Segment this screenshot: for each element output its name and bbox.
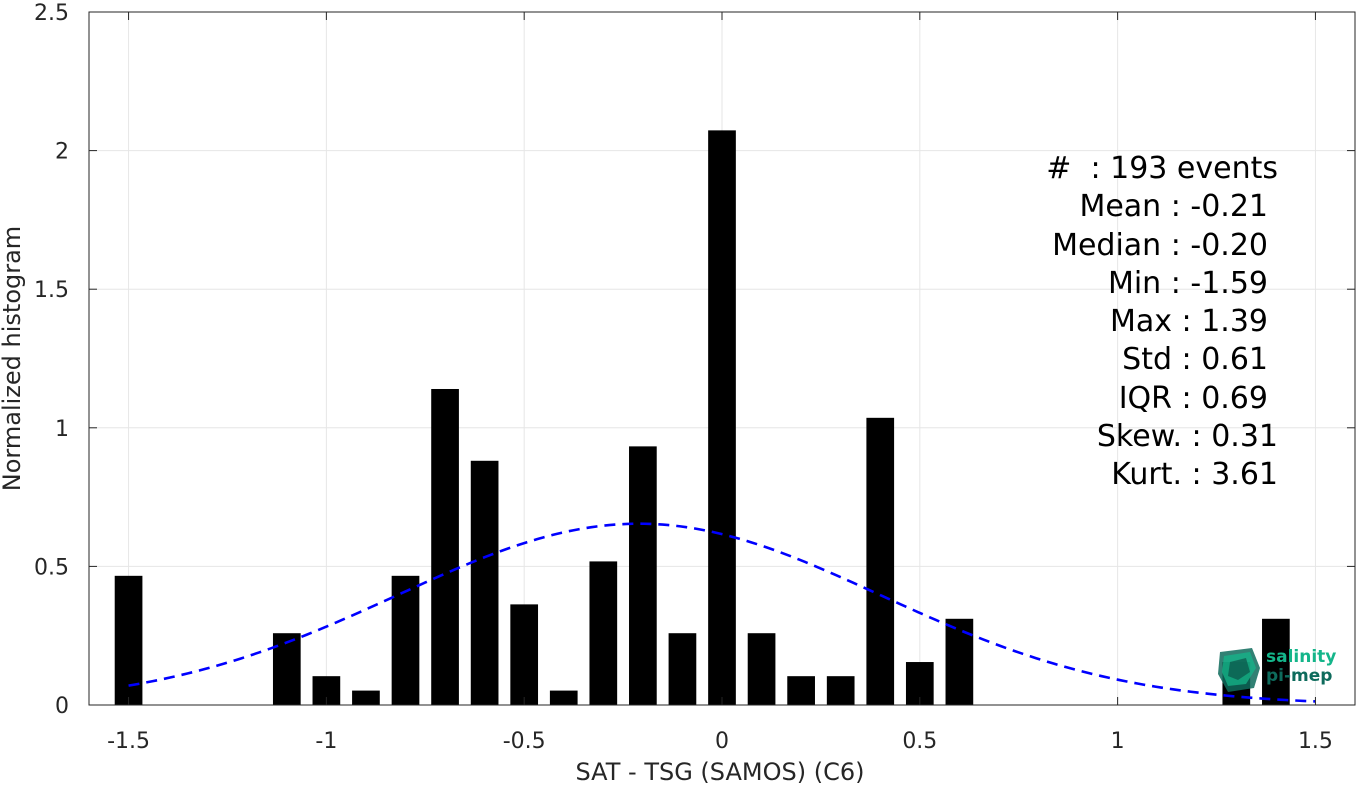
statistics-panel: # : 193 events Mean : -0.21 Median : -0.… [1046,150,1278,495]
histogram-bar [470,460,499,705]
y-tick-label: 0 [55,694,69,719]
stat-min: Min : -1.59 [1107,265,1268,301]
y-tick-label: 0.5 [34,555,69,580]
y-tick-label: 2 [55,140,69,165]
x-tick-label: -1 [315,729,337,754]
x-tick-label: 0 [715,729,729,754]
histogram-bar [1262,618,1290,705]
salinity-pimep-logo: salinity pi-mep [1216,646,1346,694]
stat-kurt: Kurt. : 3.61 [1111,457,1278,493]
x-tick-label: 1.5 [1298,729,1333,754]
y-tick-label: 1 [55,417,69,442]
histogram-bar [826,676,855,705]
y-tick-label: 1.5 [34,278,69,303]
stat-std: Std : 0.61 [1122,342,1268,378]
histogram-bar [945,618,974,705]
histogram-bar [352,690,380,705]
stat-mean: Mean : -0.21 [1079,189,1268,225]
histogram-bar [866,417,895,705]
stat-max: Max : 1.39 [1110,304,1268,340]
stat-events: # : 193 events [1046,151,1278,186]
x-axis-label: SAT - TSG (SAMOS) (C6) [576,758,865,785]
stat-median: Median : -0.20 [1052,227,1268,263]
histogram-bar [787,676,815,705]
histogram-bar [708,130,736,706]
histogram-bar [510,604,539,705]
y-axis-label: Normalized histogram [0,226,26,491]
x-tick-label: -1.5 [107,729,150,754]
x-tick-label: 1 [1111,729,1125,754]
axis-tick-labels: -1.5 -1 -0.5 0 0.5 1 1.5 0 0.5 1 1.5 2 2.5 [34,1,1333,754]
logo-emblem-icon [1218,648,1260,692]
histogram-bar [391,575,420,705]
histogram-bar [272,633,301,705]
logo-text: salinity pi-mep [1266,648,1336,686]
histogram-bar [629,446,657,705]
gaussian-fit-curve [128,522,1316,703]
stat-iqr: IQR : 0.69 [1118,380,1268,416]
histogram-bar [589,561,618,705]
x-tick-label: -0.5 [503,729,546,754]
histogram-bar [747,633,776,705]
logo-line-2: pi-mep [1266,666,1333,686]
axis-ticks [89,11,1355,706]
histogram-bar [549,690,578,705]
x-tick-label: 0.5 [902,729,937,754]
y-tick-label: 2.5 [34,1,69,26]
histogram-bar [431,388,459,705]
stat-skew: Skew. : 0.31 [1096,419,1278,455]
histogram-bars [114,130,1290,706]
logo-line-1: salinity [1266,647,1337,667]
histogram-bar [668,633,697,705]
